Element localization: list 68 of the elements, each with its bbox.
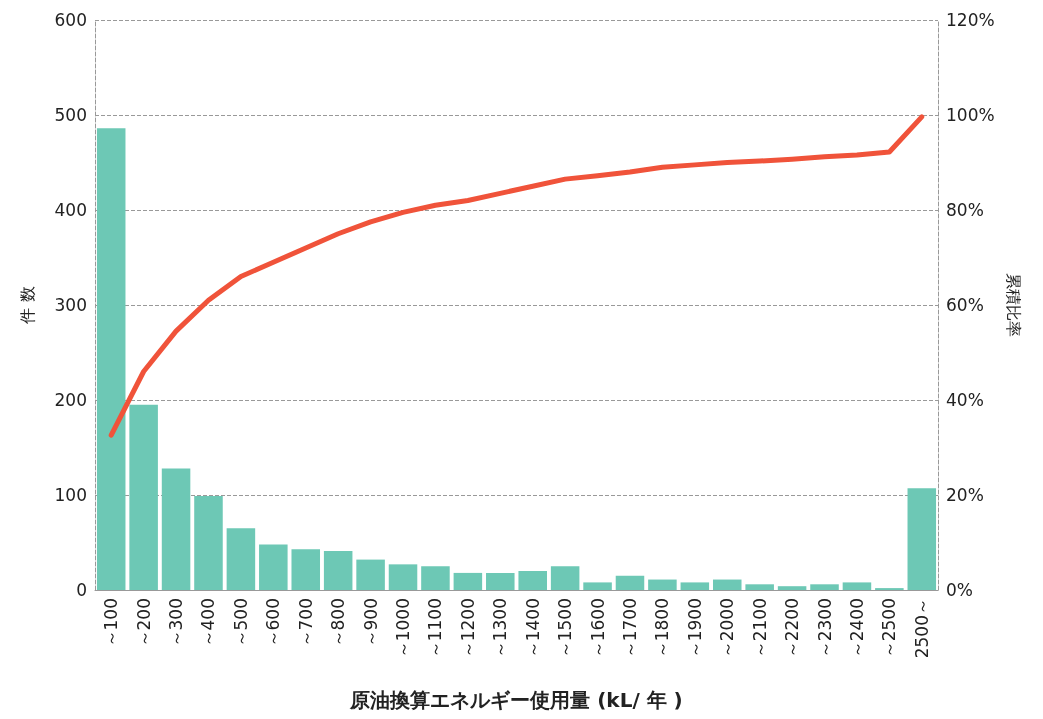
bar (518, 571, 547, 590)
x-tick-label: ～2300 (814, 598, 835, 659)
y-tick-label: 600 (54, 10, 87, 30)
bar (745, 584, 774, 590)
x-tick-label: ～300 (166, 598, 187, 648)
x-tick-label: ～2200 (782, 598, 803, 659)
bar (810, 584, 839, 590)
y-tick-label: 200 (54, 390, 87, 410)
x-tick-label: ～1500 (555, 598, 576, 659)
x-tick-label: ～2400 (846, 598, 867, 659)
bar (259, 544, 288, 590)
x-tick-label: ～2500 (879, 598, 900, 659)
x-tick-label: ～600 (263, 598, 284, 648)
x-tick-label: 2500～ (911, 598, 932, 659)
y2-tick-label: 120% (946, 10, 995, 30)
x-axis-title: 原油換算エネルギー使用量 (kL/ 年 ) (349, 688, 683, 712)
bar (842, 582, 872, 590)
x-tick-label: ～1900 (684, 598, 705, 659)
x-tick-label: ～900 (360, 598, 381, 648)
x-tick-label: ～1700 (619, 598, 640, 659)
y2-tick-label: 60% (946, 295, 984, 315)
bar (907, 488, 937, 590)
bar (96, 128, 126, 590)
bar (226, 528, 256, 590)
bar (129, 404, 158, 590)
x-tick-label: ～1100 (425, 598, 446, 659)
x-tick-label: ～1000 (393, 598, 414, 659)
x-tick-label: ～2000 (717, 598, 738, 659)
bar (550, 566, 580, 590)
bar (486, 572, 515, 590)
x-tick-label: ～100 (101, 598, 122, 648)
x-tick-label: ～1800 (652, 598, 673, 659)
x-tick-label: ～1200 (457, 598, 478, 659)
y2-tick-label: 40% (946, 390, 984, 410)
bar (615, 575, 645, 590)
bar (388, 564, 418, 590)
y2-tick-label: 20% (946, 485, 984, 505)
x-tick-label: ～1400 (522, 598, 543, 659)
y-tick-label: 100 (54, 485, 87, 505)
x-tick-label: ～700 (295, 598, 316, 648)
y2-tick-label: 0% (946, 580, 973, 600)
bar (777, 586, 807, 590)
x-tick-label: ～1300 (490, 598, 511, 659)
bar (291, 549, 321, 590)
y2-tick-label: 80% (946, 200, 984, 220)
bar (648, 579, 677, 590)
x-tick-label: ～800 (328, 598, 349, 648)
bar (356, 559, 385, 590)
y-axis-title: 件 数 (17, 286, 37, 324)
bar (421, 566, 450, 590)
bar (583, 582, 612, 590)
y-tick-label: 400 (54, 200, 87, 220)
bar (453, 572, 483, 590)
bar (323, 551, 353, 590)
y-tick-label: 500 (54, 105, 87, 125)
y-tick-label: 300 (54, 295, 87, 315)
x-tick-label: ～200 (133, 598, 154, 648)
bar (161, 468, 191, 590)
y2-tick-label: 100% (946, 105, 995, 125)
y-tick-label: 0 (76, 580, 87, 600)
x-tick-label: ～2100 (749, 598, 770, 659)
y2-axis-title: 累積比率 (1004, 273, 1023, 337)
x-tick-label: ～400 (198, 598, 219, 648)
x-tick-label: ～1600 (587, 598, 608, 659)
x-tick-label: ～500 (230, 598, 251, 648)
bar (712, 579, 742, 590)
bar (680, 582, 710, 590)
bar (194, 495, 223, 590)
